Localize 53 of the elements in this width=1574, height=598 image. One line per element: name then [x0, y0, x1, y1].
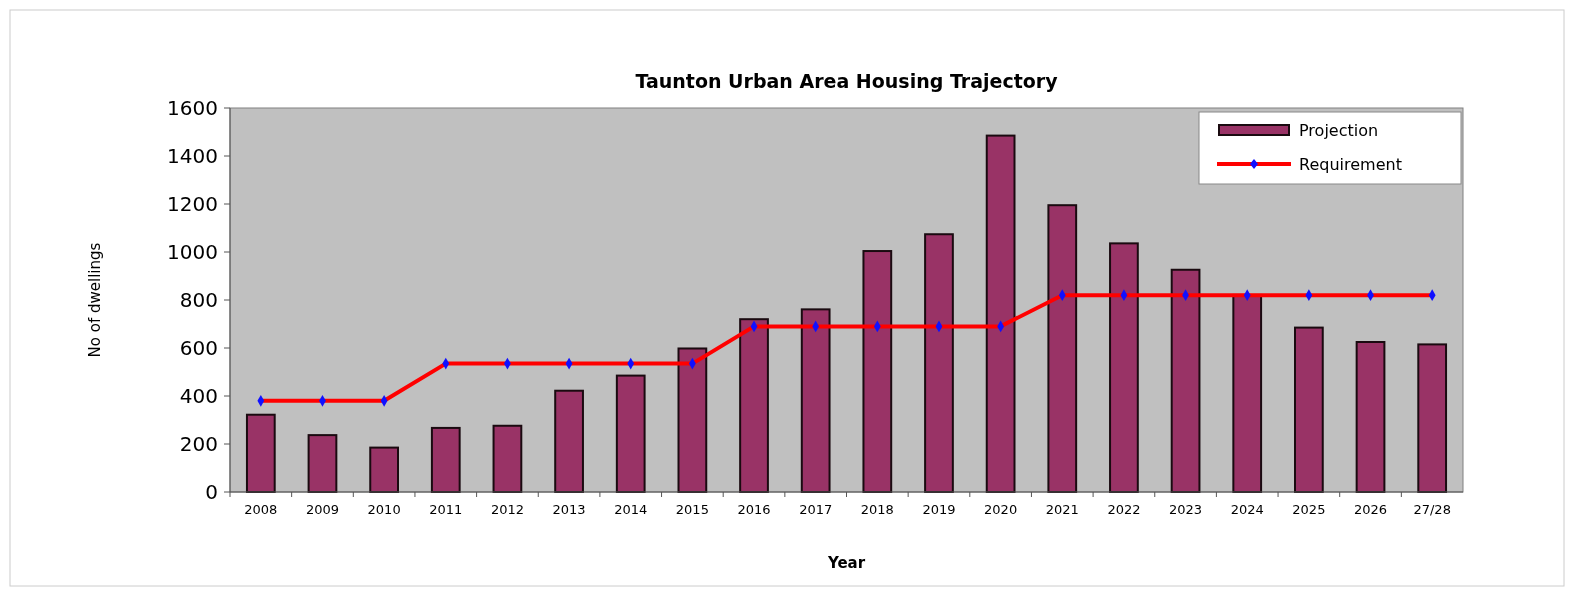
- bar: [245, 413, 276, 493]
- x-tick-label: 2009: [305, 502, 340, 517]
- x-tick-label: 2015: [675, 502, 709, 517]
- y-tick-label: 1200: [167, 192, 218, 216]
- legend-label: Requirement: [1299, 154, 1402, 174]
- bar: [1170, 268, 1201, 493]
- bar: [369, 446, 399, 493]
- bar: [554, 389, 584, 493]
- bar: [800, 308, 831, 493]
- y-tick-label: 600: [179, 336, 218, 360]
- y-tick-label: 1400: [167, 144, 218, 168]
- bar: [492, 424, 523, 493]
- x-tick-label: 2013: [552, 502, 586, 517]
- x-tick-label: 2014: [614, 502, 648, 517]
- x-tick-label: 2020: [984, 502, 1018, 517]
- x-tick-label: 2019: [922, 502, 956, 517]
- bar: [1417, 343, 1448, 493]
- x-tick-label: 2024: [1230, 502, 1264, 517]
- chart-title: Taunton Urban Area Housing Trajectory: [635, 70, 1059, 92]
- x-tick-label: 2022: [1107, 502, 1141, 517]
- bar: [739, 318, 769, 493]
- y-axis-title: No of dwellings: [86, 242, 104, 358]
- x-axis-title: Year: [826, 554, 866, 572]
- y-tick-label: 0: [205, 480, 218, 504]
- x-tick-label: 2010: [367, 502, 401, 517]
- x-tick-label: 27/28: [1413, 502, 1451, 517]
- bar: [985, 134, 1016, 493]
- bar: [677, 347, 708, 493]
- bar: [924, 233, 954, 493]
- bar: [307, 434, 338, 493]
- x-tick-label: 2021: [1045, 502, 1079, 517]
- x-tick-label: 2025: [1292, 502, 1326, 517]
- x-tick-label: 2018: [860, 502, 894, 517]
- bar: [615, 374, 646, 493]
- legend-label: Projection: [1299, 120, 1379, 140]
- y-tick-label: 800: [179, 288, 218, 312]
- x-tick-label: 2017: [799, 502, 833, 517]
- y-tick-label: 200: [179, 432, 218, 456]
- x-tick-label: 2026: [1353, 502, 1388, 517]
- bar: [430, 426, 461, 493]
- x-tick-label: 2016: [737, 502, 771, 517]
- y-tick-label: 1600: [167, 96, 218, 120]
- y-tick-label: 1000: [167, 240, 218, 264]
- x-tick-label: 2012: [490, 502, 524, 517]
- bar: [1294, 326, 1324, 493]
- x-tick-label: 2023: [1169, 502, 1203, 517]
- bar: [1047, 204, 1078, 493]
- y-tick-label: 400: [179, 384, 218, 408]
- bar: [1109, 242, 1139, 493]
- bar: [1355, 341, 1386, 493]
- x-tick-label: 2011: [429, 502, 463, 517]
- bar: [862, 250, 893, 493]
- x-tick-label: 2008: [244, 502, 278, 517]
